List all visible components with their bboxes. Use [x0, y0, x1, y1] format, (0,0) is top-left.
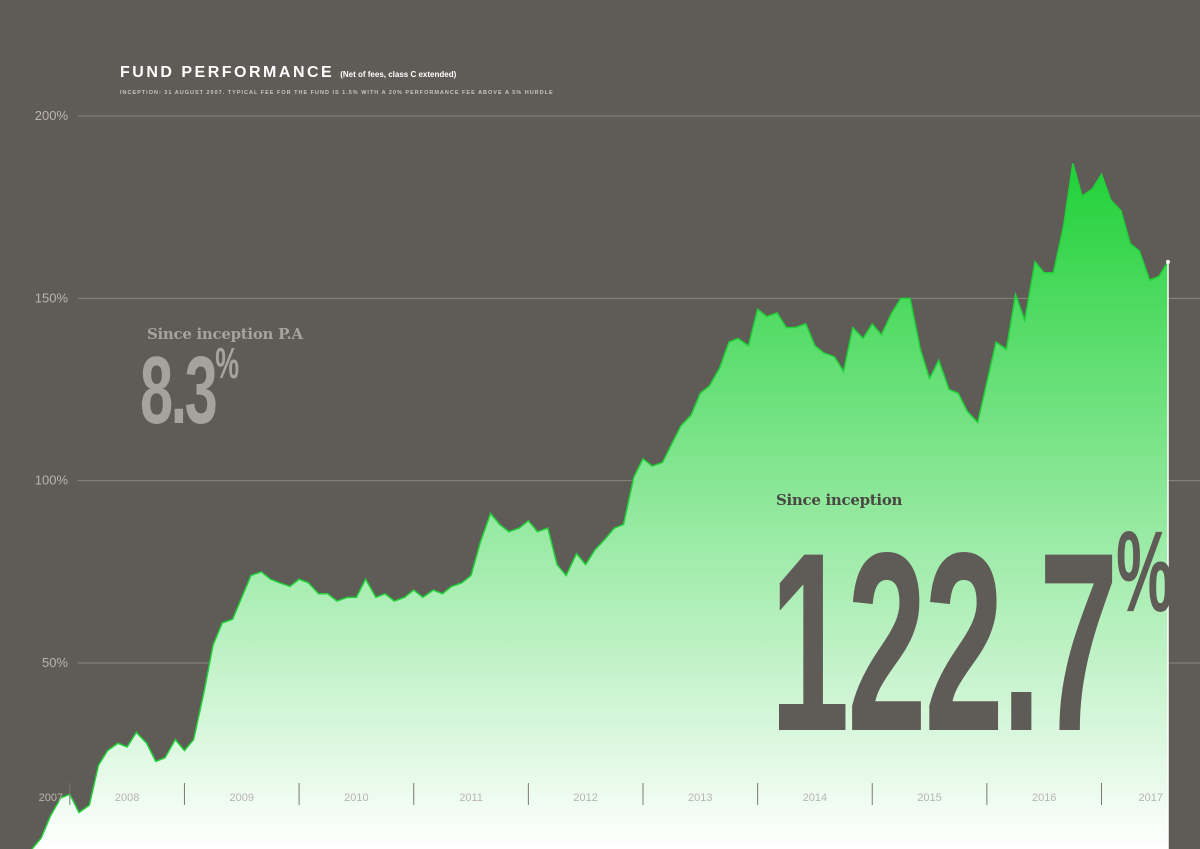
total-return-label: Since inception [776, 491, 903, 509]
inception-note: INCEPTION: 31 AUGUST 2007. TYPICAL FEE F… [120, 90, 554, 96]
y-tick-label: 150% [35, 290, 69, 305]
chart-subtitle: (Net of fees, class C extended) [340, 70, 457, 79]
y-tick-label: 50% [42, 655, 68, 670]
x-tick-label: 2014 [803, 792, 827, 804]
performance-line [31, 163, 1169, 849]
total-return-value: 122.7% [770, 515, 1173, 770]
chart-title: FUND PERFORMANCE (Net of fees, class C ex… [120, 64, 456, 82]
x-tick-label: 2017 [1139, 792, 1163, 804]
x-tick-label: 2011 [459, 792, 483, 804]
x-tick-label: 2008 [115, 792, 139, 804]
x-tick-label: 2007 [39, 792, 63, 804]
chart-title-text: FUND PERFORMANCE [120, 64, 335, 81]
annualised-return-label: Since inception P.A [147, 325, 303, 343]
y-tick-label: 100% [35, 473, 69, 488]
latest-value-dot [1166, 259, 1170, 264]
area-series [31, 163, 1170, 849]
x-tick-label: 2012 [573, 792, 597, 804]
y-axis: 200% 150% 100% 50% [35, 108, 69, 670]
x-tick-label: 2016 [1032, 792, 1056, 804]
total-return-number: 122.7 [770, 500, 1118, 785]
x-tick-label: 2015 [917, 792, 941, 804]
x-tick-label: 2009 [230, 792, 254, 804]
x-tick-label: 2010 [344, 792, 368, 804]
annualised-return-unit: % [215, 340, 240, 388]
x-tick-label: 2013 [688, 792, 712, 804]
x-axis: 2007 2008 2009 2010 2011 2012 2013 2014 2015 2016… [39, 783, 1163, 805]
annualised-return-number: 8.3 [140, 337, 218, 444]
total-return-unit: % [1116, 508, 1174, 636]
performance-area [32, 163, 1168, 849]
y-tick-label: 200% [35, 108, 69, 123]
annualised-return-value: 8.3% [140, 340, 240, 439]
